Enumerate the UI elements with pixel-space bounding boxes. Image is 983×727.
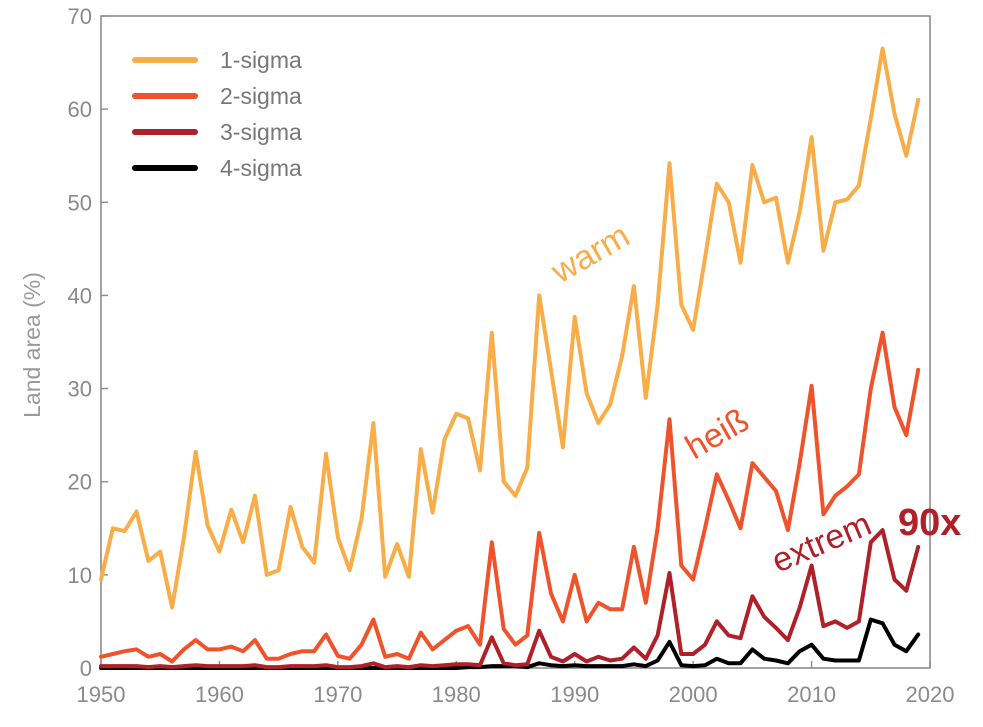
legend-label-4sigma: 4-sigma bbox=[220, 155, 302, 181]
x-tick-label-2000: 2000 bbox=[669, 682, 718, 707]
annotation-heiss: heiß bbox=[679, 401, 755, 467]
y-tick-label-60: 60 bbox=[68, 97, 92, 122]
x-tick-label-1950: 1950 bbox=[77, 682, 126, 707]
series-line-4-sigma bbox=[99, 617, 921, 670]
annotation-90x: 90x bbox=[898, 502, 961, 544]
legend-label-3sigma: 3-sigma bbox=[220, 119, 302, 145]
x-tick-label-1960: 1960 bbox=[195, 682, 244, 707]
x-tick-label-1970: 1970 bbox=[313, 682, 362, 707]
x-tick-label-2010: 2010 bbox=[787, 682, 836, 707]
y-tick-label-40: 40 bbox=[68, 283, 92, 308]
plot-frame bbox=[100, 15, 931, 669]
legend: 1-sigma 2-sigma 3-sigma 4-sigma bbox=[132, 47, 302, 181]
legend-label-2sigma: 2-sigma bbox=[220, 83, 302, 109]
x-tick-label-2020: 2020 bbox=[906, 682, 955, 707]
legend-label-1sigma: 1-sigma bbox=[220, 47, 302, 73]
ticks-layer: 1950 1960 1970 1980 1990 2000 2010 2020 0 10 20 30 4… bbox=[68, 4, 955, 707]
y-tick-label-70: 70 bbox=[68, 4, 92, 29]
series-line-2-sigma bbox=[99, 330, 921, 664]
y-tick-label-0: 0 bbox=[80, 656, 92, 681]
x-tick-label-1980: 1980 bbox=[432, 682, 481, 707]
y-tick-label-20: 20 bbox=[68, 470, 92, 495]
series-layer bbox=[99, 46, 921, 670]
series-line-1-sigma bbox=[99, 46, 921, 610]
y-tick-label-10: 10 bbox=[68, 563, 92, 588]
x-tick-label-1990: 1990 bbox=[550, 682, 599, 707]
series-line-3-sigma bbox=[99, 528, 921, 670]
y-tick-label-30: 30 bbox=[68, 377, 92, 402]
annotation-warm: warm bbox=[544, 216, 636, 291]
y-axis-label: Land area (%) bbox=[19, 272, 45, 418]
y-tick-label-50: 50 bbox=[68, 190, 92, 215]
